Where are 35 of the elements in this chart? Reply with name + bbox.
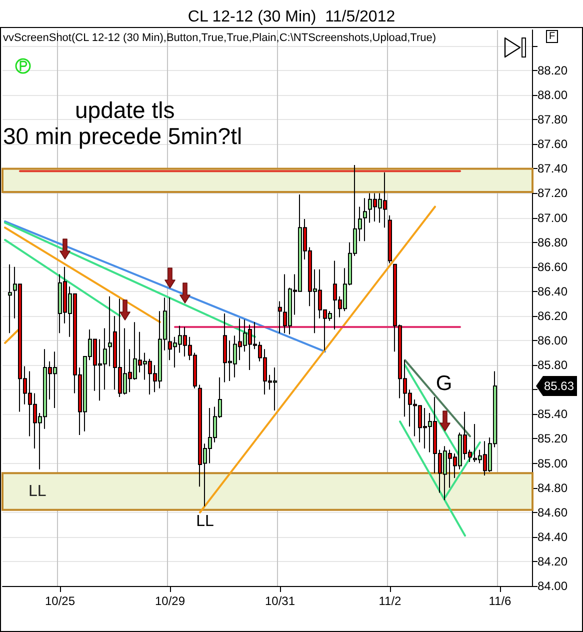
text: F [546,30,558,43]
y-tick-label: 85.20 [538,432,568,446]
y-tick-label: 84.60 [538,505,568,520]
y-tick-label: 85.00 [538,456,568,470]
x-tick-label: 11/6 [488,594,512,608]
y-tick-label: 86.00 [538,334,568,348]
y-tick-label: 86.80 [538,235,568,250]
chart-title: CL 12-12 (30 Min) 11/5/2012 [188,8,396,26]
y-tick-label: 87.00 [538,210,568,225]
y-tick-label: 86.20 [538,308,568,323]
y-tick-label: 88.00 [538,88,568,102]
y-tick-label: 84.40 [538,530,568,544]
y-tick-label: 88.20 [538,64,568,78]
x-tick-label: 11/2 [378,594,402,608]
y-tick-label: 85.40 [538,407,568,422]
band-label: LL [28,482,46,500]
y-tick-label: 87.80 [538,112,568,127]
y-tick-label: 84.20 [538,554,568,568]
y-tick-label: 84.00 [538,579,568,593]
y-tick-label: 86.60 [538,260,568,274]
x-tick-label: 10/31 [264,594,296,608]
annotation: G [436,372,452,396]
x-tick-label: 10/29 [154,594,186,608]
y-tick-label: 85.80 [538,358,568,372]
annotation: vvScreenShot(CL 12-12 (30 Min),Button,True,True,Plain,C:\NTScreenshots,Upload,True) [3,32,436,44]
y-tick-label: 87.40 [538,162,568,176]
y-tick-label: 87.60 [538,137,568,152]
x-tick-label: 10/25 [44,594,76,608]
annotation: LL [196,513,214,531]
y-tick-label: 86.40 [538,284,568,298]
annotation: update tls [75,97,175,124]
annotation: 30 min precede 5min?tl [3,123,242,150]
y-tick-label: 84.80 [538,480,568,495]
y-tick-label: 87.20 [538,186,568,200]
text: 85.63 [536,376,577,396]
